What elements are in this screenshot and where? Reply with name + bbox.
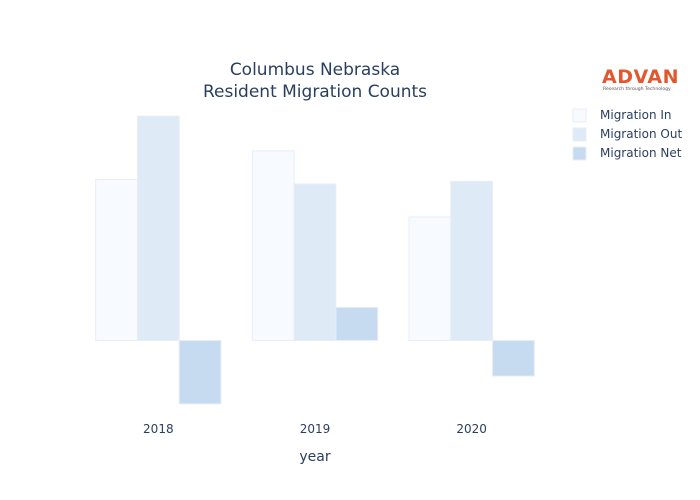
x-axis-title: year — [299, 449, 330, 465]
x-tick-label-2020: 2020 — [456, 422, 487, 436]
legend-label: Migration In — [600, 108, 672, 122]
x-tick-label-2018: 2018 — [143, 422, 174, 436]
legend-label: Migration Out — [600, 127, 682, 141]
legend-item-migration-out[interactable]: Migration Out — [572, 127, 682, 142]
legend-swatch — [572, 127, 587, 142]
legend-label: Migration Net — [600, 146, 682, 160]
bar-migration-net-2018[interactable] — [178, 339, 222, 405]
bar-migration-in-2018[interactable] — [95, 179, 138, 341]
advan-logo: ADVAN Research through Technology — [602, 66, 679, 92]
legend-item-migration-net[interactable]: Migration Net — [572, 146, 682, 161]
x-axis-ticks: 2018 2019 2020 — [143, 422, 487, 436]
logo-tagline: Research through Technology — [603, 86, 671, 92]
bar-migration-in-2020[interactable] — [408, 216, 452, 341]
chart-title-line-1: Columbus Nebraska — [230, 60, 400, 80]
plot-area — [95, 115, 535, 405]
legend-item-migration-in[interactable]: Migration In — [572, 108, 672, 123]
chart-title-line-2: Resident Migration Counts — [203, 82, 427, 102]
logo-wordmark: ADVAN — [602, 66, 679, 88]
bar-migration-net-2020[interactable] — [492, 339, 535, 377]
legend-swatch — [572, 108, 587, 123]
legend-swatch — [572, 146, 587, 161]
bar-migration-out-2019[interactable] — [293, 183, 337, 341]
legend[interactable]: Migration In Migration Out Migration Net — [572, 108, 682, 161]
bar-migration-net-2019[interactable] — [335, 306, 379, 341]
bar-migration-in-2019[interactable] — [251, 150, 295, 341]
bar-migration-out-2018[interactable] — [136, 115, 180, 341]
bar-migration-out-2020[interactable] — [450, 180, 494, 341]
x-tick-label-2019: 2019 — [300, 422, 331, 436]
